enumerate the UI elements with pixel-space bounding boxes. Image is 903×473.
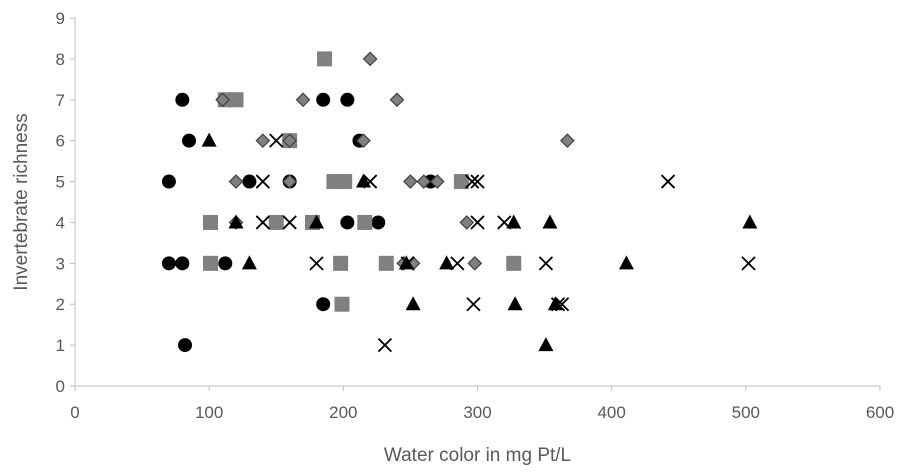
data-point-circle	[161, 174, 176, 189]
data-point-diamond	[560, 133, 575, 149]
data-point-square	[453, 174, 469, 190]
data-point-x	[377, 337, 393, 353]
data-point-x	[470, 174, 485, 189]
series-triangle	[201, 132, 758, 352]
data-point-x	[255, 215, 270, 230]
data-point-triangle	[241, 255, 257, 270]
data-point-diamond	[215, 92, 230, 108]
x-tick-label: 200	[329, 403, 357, 422]
data-point-x	[309, 256, 324, 271]
y-axis-title: Invertebrate richness	[11, 113, 32, 290]
data-point-square	[268, 214, 284, 230]
x-axis-title: Water color in mg Pt/L	[384, 445, 571, 466]
data-point-diamond	[282, 174, 298, 189]
series-diamond	[215, 51, 575, 271]
data-point-diamond	[416, 174, 432, 189]
data-point-x	[538, 256, 554, 271]
data-point-circle	[316, 297, 331, 312]
data-point-triangle	[439, 255, 455, 270]
data-point-triangle	[309, 214, 324, 229]
data-point-diamond	[459, 215, 475, 230]
y-tick-label: 4	[56, 213, 65, 232]
data-point-triangle	[538, 337, 554, 352]
data-point-circle	[178, 338, 193, 353]
data-point-triangle	[405, 296, 421, 311]
data-point-diamond	[255, 133, 271, 149]
data-point-circle	[242, 174, 257, 189]
data-point-diamond	[429, 174, 445, 189]
data-point-triangle	[228, 214, 244, 229]
data-point-triangle	[201, 132, 217, 147]
data-point-x	[269, 133, 284, 148]
data-points	[161, 51, 758, 353]
y-tick-label: 6	[56, 132, 65, 151]
data-point-x	[450, 256, 465, 271]
data-point-square	[334, 296, 350, 312]
data-point-triangle	[742, 214, 758, 229]
y-tick-label: 1	[56, 336, 65, 355]
data-point-square	[228, 92, 244, 108]
x-tick-label: 600	[866, 403, 894, 422]
axes: 0 1 2 3 4 5 6 7 8 9 0 100 200 300 400 500 600	[56, 9, 895, 422]
data-point-x	[255, 174, 270, 189]
data-point-x	[282, 215, 297, 230]
data-point-triangle	[542, 214, 558, 229]
y-tick-label: 9	[56, 9, 65, 28]
data-point-diamond	[403, 174, 418, 189]
x-tick-label: 300	[463, 403, 491, 422]
y-tick-label: 2	[56, 295, 65, 314]
series-x	[255, 133, 756, 353]
data-point-circle	[218, 256, 233, 271]
data-point-circle	[182, 133, 197, 148]
y-tick-label: 0	[56, 377, 65, 396]
data-point-square	[337, 174, 353, 190]
data-point-square	[357, 214, 373, 230]
data-point-diamond	[356, 133, 371, 149]
data-point-square	[333, 255, 349, 271]
data-point-circle	[316, 92, 331, 107]
x-tick-label: 0	[70, 403, 79, 422]
data-point-diamond	[228, 174, 244, 189]
series-square	[203, 51, 522, 312]
data-point-x	[660, 174, 676, 189]
data-point-square	[203, 214, 219, 230]
data-point-x	[470, 215, 485, 230]
y-tick-label: 7	[56, 91, 65, 110]
y-tick-label: 8	[56, 50, 65, 69]
data-point-diamond	[389, 92, 405, 108]
data-point-x	[741, 256, 756, 271]
data-point-x	[497, 215, 512, 230]
data-point-diamond	[467, 255, 483, 271]
data-point-triangle	[507, 296, 523, 311]
data-point-circle	[340, 215, 355, 230]
x-tick-label: 400	[597, 403, 625, 422]
data-point-triangle	[506, 214, 522, 229]
data-point-circle	[161, 256, 176, 271]
data-point-x	[363, 174, 378, 189]
data-point-square	[378, 255, 394, 271]
data-point-diamond	[282, 133, 298, 149]
data-point-circle	[175, 256, 190, 271]
data-point-x	[464, 174, 480, 189]
y-tick-label: 5	[56, 173, 65, 192]
data-point-square	[506, 255, 522, 271]
x-tick-label: 500	[732, 403, 760, 422]
data-point-circle	[175, 92, 190, 107]
x-tick-label: 100	[195, 403, 223, 422]
data-point-x	[550, 297, 566, 312]
data-point-x	[400, 256, 415, 271]
data-point-x	[466, 297, 481, 312]
data-point-square	[203, 255, 219, 271]
data-point-diamond	[295, 92, 311, 108]
data-point-circle	[371, 215, 386, 230]
data-point-circle	[340, 92, 355, 107]
series-circle	[161, 92, 438, 353]
y-tick-label: 3	[56, 254, 65, 273]
data-point-square	[317, 51, 333, 67]
data-point-triangle	[618, 255, 634, 270]
data-point-x	[554, 297, 570, 312]
data-point-diamond	[362, 51, 378, 67]
